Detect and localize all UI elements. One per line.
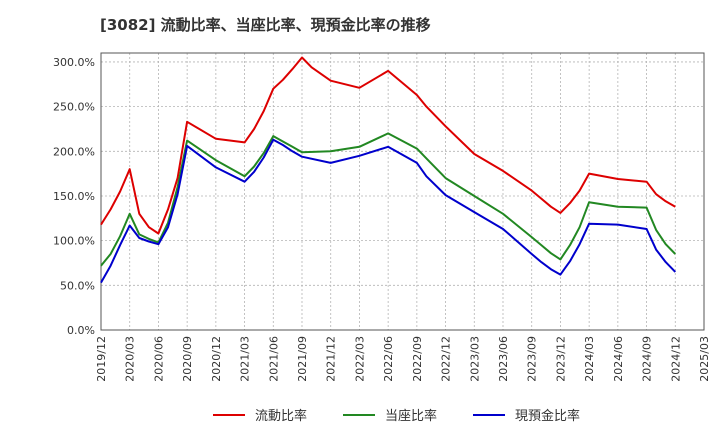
series-line-流動比率 — [100, 56, 676, 235]
y-tick-label: 100.0% — [53, 235, 95, 248]
x-tick-label: 2024/06 — [612, 336, 625, 382]
x-tick-label: 2022/03 — [353, 336, 366, 382]
x-tick-label: 2024/12 — [669, 336, 682, 382]
chart-title: [3082] 流動比率、当座比率、現預金比率の推移 — [100, 16, 431, 34]
x-tick-label: 2024/03 — [583, 336, 596, 382]
legend-label: 流動比率 — [255, 408, 307, 424]
y-tick-label: 300.0% — [53, 56, 95, 69]
legend: 流動比率 当座比率 現預金比率 — [213, 408, 580, 424]
x-tick-label: 2020/03 — [124, 336, 137, 382]
series-line-当座比率 — [100, 132, 677, 267]
y-tick-label: 250.0% — [53, 101, 95, 114]
x-tick-label: 2021/12 — [325, 336, 338, 382]
legend-label: 現預金比率 — [515, 408, 580, 424]
x-tick-label: 2020/06 — [152, 336, 165, 382]
x-tick-label: 2022/06 — [382, 336, 395, 382]
x-tick-label: 2019/12 — [95, 336, 108, 382]
x-tick-label: 2023/12 — [554, 336, 567, 382]
x-tick-label: 2023/09 — [526, 336, 539, 382]
axes: 0.0% 50.0% 100.0% 150.0% 200.0% 250.0% 300.0% 2… — [53, 52, 711, 382]
plot-area — [101, 53, 704, 330]
y-tick-label: 0.0% — [67, 324, 95, 337]
x-tick-label: 2022/12 — [440, 336, 453, 382]
x-tick-label: 2020/09 — [181, 336, 194, 382]
x-tick-label: 2024/09 — [641, 336, 654, 382]
x-tick-label: 2020/12 — [210, 336, 223, 382]
x-tick-label: 2021/06 — [267, 336, 280, 382]
x-tick-label: 2021/03 — [239, 336, 252, 382]
series-line-現預金比率 — [100, 138, 677, 284]
y-tick-label: 150.0% — [53, 190, 95, 203]
plot-border — [100, 52, 705, 331]
legend-label: 当座比率 — [385, 408, 437, 424]
y-tick-label: 50.0% — [60, 279, 95, 292]
x-tick-label: 2022/09 — [411, 336, 424, 382]
series-lines — [100, 56, 677, 284]
x-tick-label: 2025/03 — [698, 336, 711, 382]
x-tick-label: 2023/06 — [497, 336, 510, 382]
y-tick-label: 200.0% — [53, 145, 95, 158]
x-tick-label: 2023/03 — [468, 336, 481, 382]
x-tick-label: 2021/09 — [296, 336, 309, 382]
